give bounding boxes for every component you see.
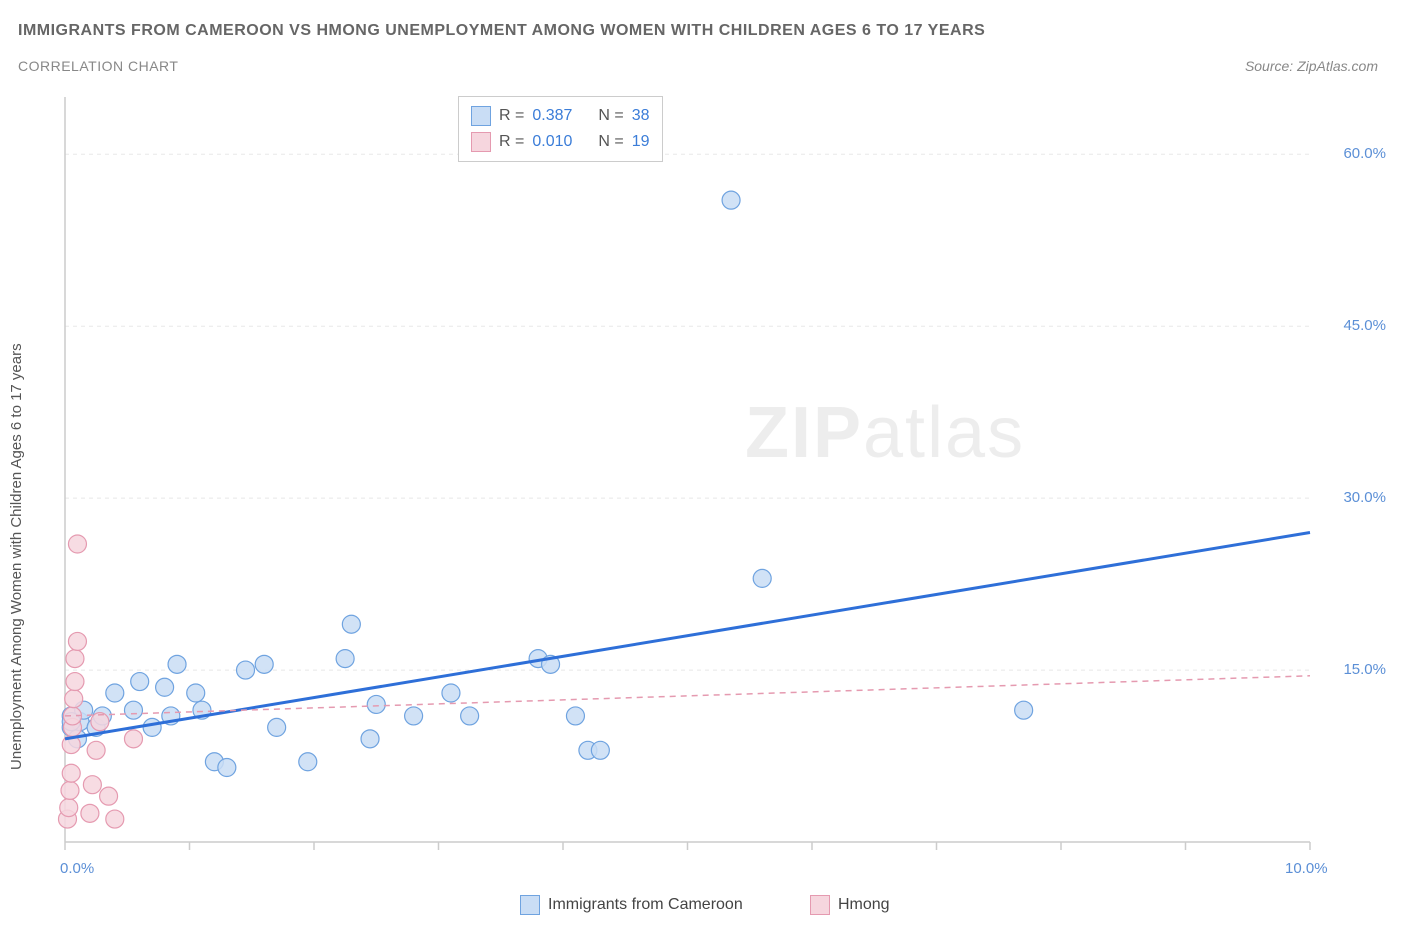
y-tick-60: 60.0% xyxy=(1343,145,1386,162)
scatter-plot: R = 0.387 N = 38 R = 0.010 N = 19 ZIPatl… xyxy=(55,92,1380,882)
correlation-stats-box: R = 0.387 N = 38 R = 0.010 N = 19 xyxy=(458,96,663,162)
n-label: N = xyxy=(598,103,623,129)
r-value-0: 0.387 xyxy=(532,103,572,129)
swatch-series-0 xyxy=(471,106,491,126)
y-tick-15: 15.0% xyxy=(1343,661,1386,678)
source-attribution: Source: ZipAtlas.com xyxy=(1245,58,1378,74)
legend-label-1: Hmong xyxy=(838,896,890,914)
legend-swatch-0 xyxy=(520,895,540,915)
stats-row-series-0: R = 0.387 N = 38 xyxy=(471,103,650,129)
x-tick-0: 0.0% xyxy=(60,860,94,877)
n-value-0: 38 xyxy=(632,103,650,129)
n-label: N = xyxy=(598,129,623,155)
legend-series-0: Immigrants from Cameroon xyxy=(520,895,743,915)
y-axis-label: Unemployment Among Women with Children A… xyxy=(8,343,25,770)
chart-subtitle: CORRELATION CHART xyxy=(18,58,178,74)
legend-label-0: Immigrants from Cameroon xyxy=(548,896,743,914)
plot-svg xyxy=(55,92,1380,882)
r-value-1: 0.010 xyxy=(532,129,572,155)
n-value-1: 19 xyxy=(632,129,650,155)
r-label: R = xyxy=(499,129,524,155)
legend-swatch-1 xyxy=(810,895,830,915)
y-tick-45: 45.0% xyxy=(1343,317,1386,334)
r-label: R = xyxy=(499,103,524,129)
y-tick-30: 30.0% xyxy=(1343,489,1386,506)
x-tick-10: 10.0% xyxy=(1285,860,1328,877)
swatch-series-1 xyxy=(471,132,491,152)
legend-series-1: Hmong xyxy=(810,895,890,915)
chart-title: IMMIGRANTS FROM CAMEROON VS HMONG UNEMPL… xyxy=(18,22,985,40)
stats-row-series-1: R = 0.010 N = 19 xyxy=(471,129,650,155)
